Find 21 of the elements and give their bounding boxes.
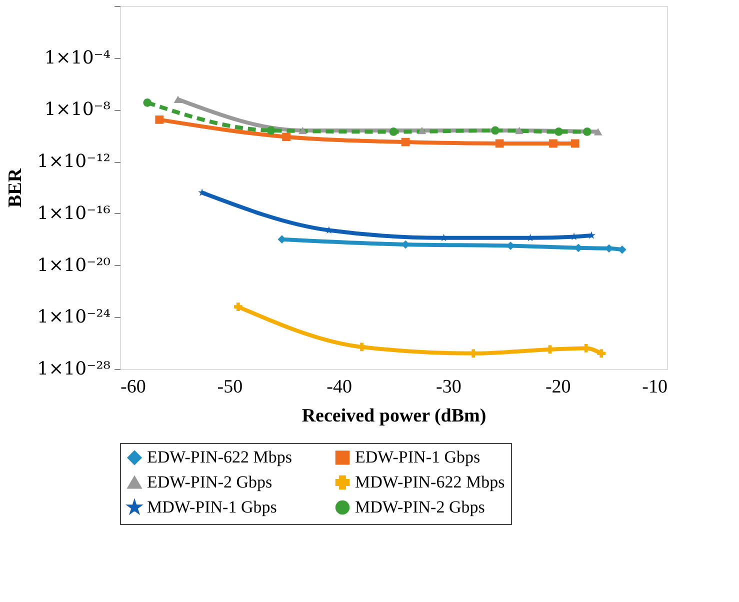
legend-label: MDW-PIN-2 Gbps	[355, 498, 485, 516]
y-tick-label: 1×10⁻²⁴	[37, 306, 110, 328]
y-tick-label: 1×10⁻¹⁶	[37, 202, 110, 224]
legend-label: EDW-PIN-2 Gbps	[147, 472, 272, 492]
legend-label: EDW-PIN-622 Mbps	[147, 448, 292, 467]
legend-label: MDW-PIN-622 Mbps	[355, 472, 505, 492]
x-tick-label: -30	[436, 376, 462, 398]
legend-label: MDW-PIN-1 Gbps	[147, 498, 277, 516]
x-tick-label: -10	[642, 376, 668, 398]
y-tick-label: 1×10⁻⁸	[44, 99, 110, 120]
legend-label: EDW-PIN-1 Gbps	[355, 448, 480, 467]
x-tick-label: -20	[545, 376, 571, 398]
x-tick-label: -50	[217, 376, 243, 398]
y-tick-label: 1×10⁻⁴	[44, 47, 110, 68]
y-tick-label: 1×10⁻¹²	[37, 151, 110, 172]
y-axis-title: BER	[5, 168, 26, 208]
y-tick-label: 1×10⁻²⁰	[37, 254, 110, 276]
y-tick-label: 1×10⁻²⁸	[37, 358, 110, 380]
x-axis-title: Received power (dBm)	[302, 406, 486, 426]
x-tick-label: -40	[326, 376, 352, 398]
x-tick-label: -60	[120, 376, 146, 398]
